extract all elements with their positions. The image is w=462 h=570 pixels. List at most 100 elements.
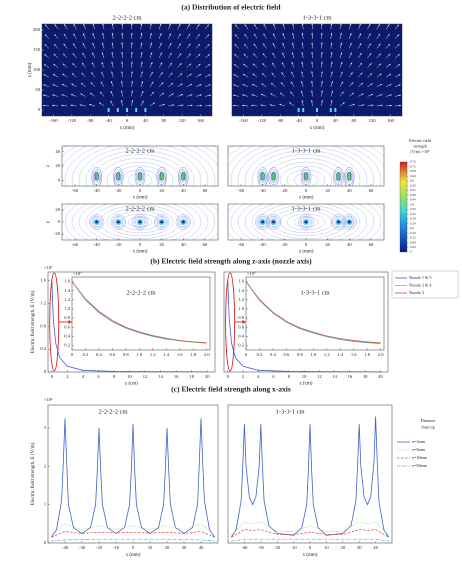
colorbar-tick-label: 0 (410, 250, 412, 254)
curve (246, 281, 381, 344)
field-arrow-head (70, 94, 73, 96)
contour-line (92, 204, 188, 240)
field-arrow-head (181, 104, 184, 107)
legend-label: Nozzle 2 & 4 (409, 282, 432, 287)
x-tick-label: 1.0 (136, 352, 142, 357)
colorbar-tick-label: 0.56 (410, 183, 416, 187)
legend-title: from tip (421, 424, 435, 429)
field-arrow-head (208, 64, 211, 66)
curve (231, 529, 389, 538)
y-tick-label: 0 (58, 177, 61, 182)
field-arrow-head (378, 33, 381, 36)
field-arrow-head (311, 23, 314, 26)
nozzle (304, 172, 308, 181)
y-tick-label: 1.2 (238, 297, 244, 302)
field-arrow-head (368, 33, 371, 36)
x-tick-label: -30 (258, 545, 265, 550)
field-arrow-head (280, 82, 283, 85)
field-arrow-head (150, 32, 152, 35)
x-tick-label: 80 (351, 118, 356, 123)
contour-line (254, 214, 271, 230)
y-tick-label: 0.8 (64, 315, 70, 320)
field-arrow-head (270, 93, 273, 96)
contour-line (92, 154, 188, 186)
field-arrow-head (273, 33, 275, 36)
x-tick-label: -60 (72, 188, 79, 193)
field-arrow-head (331, 90, 333, 93)
x-tick-label: -60 (238, 188, 245, 193)
field-background (42, 24, 212, 116)
nozzle (160, 220, 164, 224)
field-arrow-head (79, 104, 82, 106)
x-tick-label: -20 (281, 188, 288, 193)
field-arrow-head (282, 23, 285, 26)
field-arrow-head (359, 33, 361, 36)
field-arrow-head (44, 44, 47, 47)
x-tick-label: 1.6 (351, 352, 357, 357)
contour-line (299, 215, 313, 229)
field-arrow-head (242, 84, 245, 86)
x-tick-label: 2.0 (378, 352, 384, 357)
field-arrow-head (341, 81, 344, 84)
field-arrow-head (397, 44, 400, 47)
field-arrow-head (44, 34, 47, 37)
field-arrow-head (53, 53, 56, 56)
y-axis-label: z (mm) (28, 62, 33, 77)
curve (227, 280, 381, 372)
field-arrow-head (253, 33, 256, 36)
field-arrow-head (260, 104, 263, 107)
field-arrow-head (331, 71, 333, 74)
y-tick-label: -20 (54, 231, 61, 236)
field-arrow-head (169, 33, 171, 36)
field-arrow-head (350, 62, 353, 65)
nozzle (347, 172, 352, 181)
inset-background (72, 277, 210, 350)
field-arrow-head (169, 52, 172, 55)
field-arrow-head (190, 104, 193, 107)
field-arrow-head (233, 64, 236, 66)
field-arrow-head (398, 64, 401, 66)
field-arrow-head (121, 90, 123, 93)
nozzle (138, 220, 142, 224)
contour-line (269, 169, 278, 185)
field-arrow-head (282, 52, 284, 55)
contour-line (230, 146, 382, 186)
field-arrow-head (254, 24, 256, 27)
field-arrow-head (330, 100, 333, 103)
field-arrow-head (140, 32, 143, 35)
legend-title: Distance (421, 418, 436, 423)
y-tick-label: 0 (44, 369, 47, 374)
axis-exponent: ×10⁶ (44, 397, 53, 402)
y-tick-label: 20 (55, 207, 60, 212)
field-arrow-head (150, 62, 153, 65)
legend-label: Nozzle 1 & 5 (409, 275, 431, 280)
field-arrow-head (301, 71, 303, 74)
x-tick-label: 40 (143, 118, 148, 123)
field-arrow-head (380, 104, 383, 107)
field-arrow-head (199, 84, 202, 86)
contour-line (230, 204, 382, 240)
x-tick-label: -80 (277, 118, 284, 123)
x-tick-label: 0 (309, 545, 312, 550)
field-arrow-head (207, 44, 210, 47)
field-arrow-head (99, 102, 102, 105)
nozzle (272, 220, 275, 224)
field-arrow-head (197, 34, 200, 37)
field-arrow-head (111, 42, 114, 45)
x-tick-label: 8 (288, 374, 291, 379)
field-arrow-head (131, 100, 133, 102)
contour-line (113, 167, 124, 186)
field-arrow-head (62, 63, 65, 66)
colorbar-tick-label: 0.68 (410, 169, 416, 173)
field-arrow-head (159, 23, 162, 26)
field-arrow-head (233, 84, 236, 87)
x-tick-label: 18 (189, 374, 194, 379)
x-tick-label: 120 (369, 118, 377, 123)
x-tick-label: 60 (369, 188, 374, 193)
nozzle (347, 220, 351, 224)
contour-line (343, 215, 356, 229)
y-tick-label: 1.0 (64, 306, 70, 311)
y-tick-label: 0.4 (238, 333, 244, 338)
colorbar-tick-label: 0.16 (410, 231, 416, 235)
field-arrow-head (188, 43, 191, 46)
